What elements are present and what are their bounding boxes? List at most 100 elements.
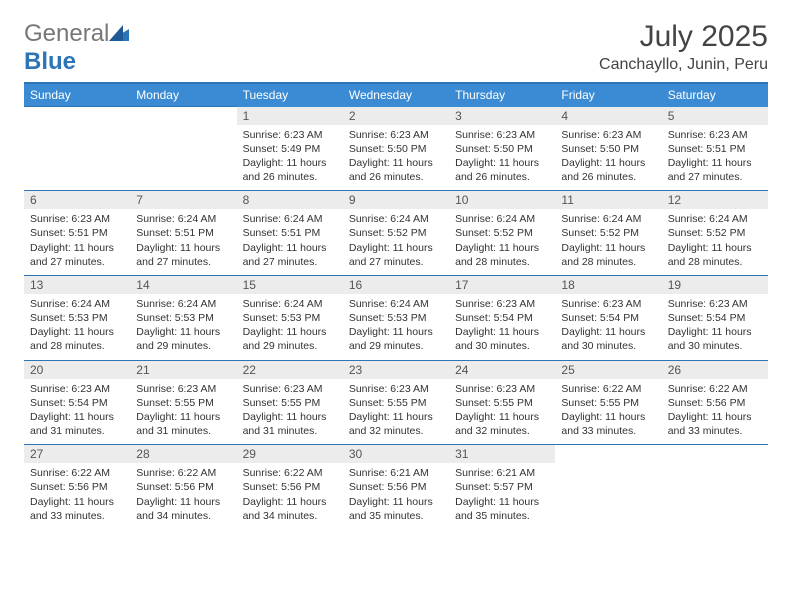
cell-line-sunset: Sunset: 5:55 PM <box>561 396 655 410</box>
cell-line-d2: and 35 minutes. <box>455 509 549 523</box>
day-number: 4 <box>555 107 661 125</box>
cell-line-d1: Daylight: 11 hours <box>243 325 337 339</box>
cell-line-sunset: Sunset: 5:56 PM <box>30 480 124 494</box>
day-number: 20 <box>24 360 130 379</box>
logo-mark-icon <box>109 25 129 41</box>
cell-line-sunrise: Sunrise: 6:24 AM <box>349 297 443 311</box>
cell-line-d1: Daylight: 11 hours <box>243 410 337 424</box>
day-number: 15 <box>237 275 343 294</box>
day-cell: Sunrise: 6:22 AMSunset: 5:56 PMDaylight:… <box>24 463 130 529</box>
cell-line-sunrise: Sunrise: 6:24 AM <box>136 297 230 311</box>
cell-line-d2: and 26 minutes. <box>349 170 443 184</box>
cell-line-d1: Daylight: 11 hours <box>455 241 549 255</box>
cell-line-d2: and 27 minutes. <box>136 255 230 269</box>
day-cell: Sunrise: 6:23 AMSunset: 5:55 PMDaylight:… <box>343 379 449 445</box>
cell-line-sunrise: Sunrise: 6:23 AM <box>668 297 762 311</box>
day-cell: Sunrise: 6:22 AMSunset: 5:56 PMDaylight:… <box>130 463 236 529</box>
cell-line-d2: and 28 minutes. <box>30 339 124 353</box>
cell-line-sunset: Sunset: 5:53 PM <box>30 311 124 325</box>
cell-line-d2: and 34 minutes. <box>243 509 337 523</box>
cell-line-d1: Daylight: 11 hours <box>668 241 762 255</box>
cell-line-d1: Daylight: 11 hours <box>136 325 230 339</box>
calendar-table: Sunday Monday Tuesday Wednesday Thursday… <box>24 82 768 529</box>
cell-line-d1: Daylight: 11 hours <box>30 495 124 509</box>
day-number-row: 12345 <box>24 107 768 125</box>
day-cell: Sunrise: 6:23 AMSunset: 5:54 PMDaylight:… <box>662 294 768 360</box>
day-header: Monday <box>130 83 236 107</box>
cell-line-sunset: Sunset: 5:51 PM <box>668 142 762 156</box>
cell-line-sunset: Sunset: 5:52 PM <box>349 226 443 240</box>
day-content-row: Sunrise: 6:23 AMSunset: 5:51 PMDaylight:… <box>24 209 768 275</box>
cell-line-d2: and 31 minutes. <box>136 424 230 438</box>
day-header-row: Sunday Monday Tuesday Wednesday Thursday… <box>24 83 768 107</box>
day-number: 12 <box>662 191 768 210</box>
cell-line-sunrise: Sunrise: 6:23 AM <box>349 128 443 142</box>
cell-line-sunset: Sunset: 5:50 PM <box>349 142 443 156</box>
day-cell: Sunrise: 6:24 AMSunset: 5:53 PMDaylight:… <box>130 294 236 360</box>
cell-line-sunrise: Sunrise: 6:23 AM <box>455 297 549 311</box>
cell-line-sunset: Sunset: 5:57 PM <box>455 480 549 494</box>
day-cell: Sunrise: 6:23 AMSunset: 5:50 PMDaylight:… <box>449 125 555 191</box>
cell-line-sunset: Sunset: 5:56 PM <box>136 480 230 494</box>
cell-line-sunrise: Sunrise: 6:22 AM <box>136 466 230 480</box>
cell-line-d1: Daylight: 11 hours <box>30 241 124 255</box>
cell-line-sunset: Sunset: 5:54 PM <box>668 311 762 325</box>
cell-line-sunrise: Sunrise: 6:23 AM <box>349 382 443 396</box>
cell-line-d2: and 34 minutes. <box>136 509 230 523</box>
day-number: 28 <box>130 445 236 464</box>
day-cell: Sunrise: 6:24 AMSunset: 5:53 PMDaylight:… <box>24 294 130 360</box>
day-number <box>555 445 661 464</box>
logo-text-gray: General <box>24 20 109 47</box>
day-cell: Sunrise: 6:22 AMSunset: 5:56 PMDaylight:… <box>662 379 768 445</box>
day-number: 11 <box>555 191 661 210</box>
day-cell: Sunrise: 6:23 AMSunset: 5:54 PMDaylight:… <box>449 294 555 360</box>
cell-line-d1: Daylight: 11 hours <box>30 325 124 339</box>
cell-line-sunrise: Sunrise: 6:23 AM <box>30 382 124 396</box>
day-cell: Sunrise: 6:22 AMSunset: 5:55 PMDaylight:… <box>555 379 661 445</box>
cell-line-d1: Daylight: 11 hours <box>561 156 655 170</box>
cell-line-sunset: Sunset: 5:50 PM <box>561 142 655 156</box>
cell-line-d1: Daylight: 11 hours <box>349 156 443 170</box>
cell-line-sunrise: Sunrise: 6:23 AM <box>561 128 655 142</box>
day-cell: Sunrise: 6:23 AMSunset: 5:55 PMDaylight:… <box>449 379 555 445</box>
day-content-row: Sunrise: 6:22 AMSunset: 5:56 PMDaylight:… <box>24 463 768 529</box>
cell-line-sunrise: Sunrise: 6:24 AM <box>668 212 762 226</box>
cell-line-d2: and 31 minutes. <box>243 424 337 438</box>
day-cell: Sunrise: 6:24 AMSunset: 5:52 PMDaylight:… <box>449 209 555 275</box>
cell-line-d1: Daylight: 11 hours <box>561 410 655 424</box>
day-number: 25 <box>555 360 661 379</box>
cell-line-sunset: Sunset: 5:55 PM <box>136 396 230 410</box>
cell-line-d2: and 29 minutes. <box>349 339 443 353</box>
day-number: 5 <box>662 107 768 125</box>
day-number: 8 <box>237 191 343 210</box>
cell-line-sunset: Sunset: 5:53 PM <box>349 311 443 325</box>
day-cell: Sunrise: 6:23 AMSunset: 5:50 PMDaylight:… <box>343 125 449 191</box>
cell-line-sunset: Sunset: 5:55 PM <box>349 396 443 410</box>
cell-line-d1: Daylight: 11 hours <box>561 325 655 339</box>
cell-line-d1: Daylight: 11 hours <box>136 495 230 509</box>
day-number: 22 <box>237 360 343 379</box>
cell-line-d2: and 29 minutes. <box>136 339 230 353</box>
day-number-row: 20212223242526 <box>24 360 768 379</box>
day-cell: Sunrise: 6:23 AMSunset: 5:49 PMDaylight:… <box>237 125 343 191</box>
day-cell: Sunrise: 6:23 AMSunset: 5:50 PMDaylight:… <box>555 125 661 191</box>
cell-line-d1: Daylight: 11 hours <box>349 241 443 255</box>
cell-line-sunset: Sunset: 5:53 PM <box>136 311 230 325</box>
cell-line-d1: Daylight: 11 hours <box>243 241 337 255</box>
day-number <box>24 107 130 125</box>
day-cell: Sunrise: 6:24 AMSunset: 5:53 PMDaylight:… <box>343 294 449 360</box>
calendar-body: 12345Sunrise: 6:23 AMSunset: 5:49 PMDayl… <box>24 107 768 530</box>
cell-line-d2: and 27 minutes. <box>668 170 762 184</box>
day-number <box>662 445 768 464</box>
day-cell: Sunrise: 6:23 AMSunset: 5:51 PMDaylight:… <box>24 209 130 275</box>
day-number: 2 <box>343 107 449 125</box>
day-number: 26 <box>662 360 768 379</box>
cell-line-d2: and 28 minutes. <box>455 255 549 269</box>
day-number: 13 <box>24 275 130 294</box>
day-cell: Sunrise: 6:21 AMSunset: 5:56 PMDaylight:… <box>343 463 449 529</box>
cell-line-sunrise: Sunrise: 6:23 AM <box>668 128 762 142</box>
cell-line-sunset: Sunset: 5:52 PM <box>455 226 549 240</box>
cell-line-sunrise: Sunrise: 6:21 AM <box>349 466 443 480</box>
day-number: 21 <box>130 360 236 379</box>
day-number: 31 <box>449 445 555 464</box>
